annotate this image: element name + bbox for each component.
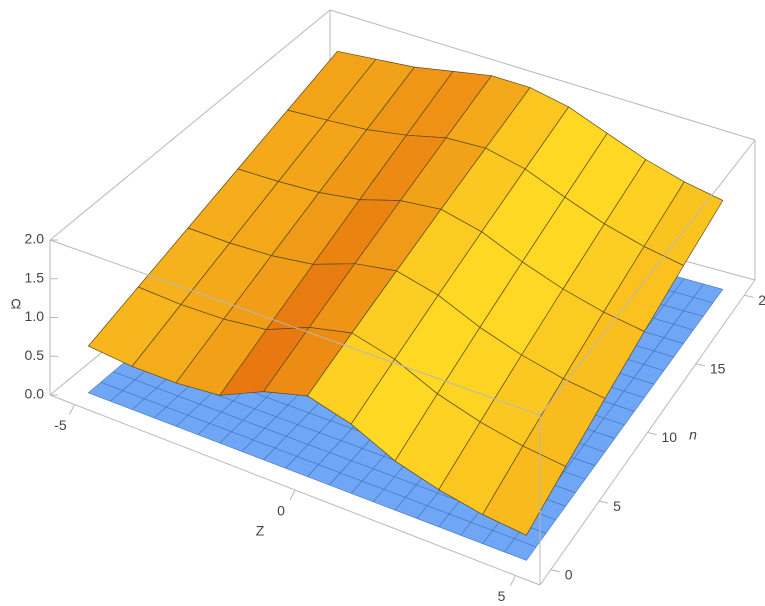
x-tick-label: 0 bbox=[277, 503, 285, 519]
z-tick-label: 0.0 bbox=[25, 386, 45, 402]
box-edge bbox=[329, 9, 756, 141]
x-tick bbox=[289, 489, 296, 501]
z-axis-label: Ω bbox=[11, 296, 21, 312]
x-axis-label: Z bbox=[256, 523, 265, 539]
box-edge bbox=[49, 239, 541, 416]
y-tick-label: 5 bbox=[613, 498, 621, 514]
surface-patch bbox=[482, 445, 567, 536]
y-tick-label: 15 bbox=[710, 361, 726, 377]
y-tick bbox=[647, 432, 657, 435]
z-tick-label: 2.0 bbox=[25, 231, 45, 247]
x-tick-label: 5 bbox=[498, 588, 506, 604]
x-tick bbox=[510, 575, 516, 586]
x-tick-label: -5 bbox=[54, 417, 67, 433]
box-edge bbox=[539, 139, 756, 416]
x-tick bbox=[69, 404, 75, 415]
z-tick-label: 0.5 bbox=[25, 347, 45, 363]
y-tick bbox=[550, 569, 560, 573]
y-tick bbox=[744, 294, 754, 298]
z-tick-label: 1.0 bbox=[25, 308, 45, 324]
surface-layer bbox=[87, 50, 724, 536]
y-tick-label: 0 bbox=[565, 566, 573, 582]
z-tick-label: 1.5 bbox=[25, 269, 45, 285]
box-front: -5 0 5 0 5 10 15 20 0.0 0.5 1.0 1.5 2.0 bbox=[25, 139, 765, 604]
box-edge bbox=[49, 9, 331, 241]
y-tick bbox=[599, 500, 609, 504]
y-tick-label: 20 bbox=[758, 292, 765, 308]
y-axis-label: n bbox=[689, 427, 697, 443]
y-tick bbox=[695, 363, 705, 367]
y-tick-label: 10 bbox=[662, 429, 678, 445]
